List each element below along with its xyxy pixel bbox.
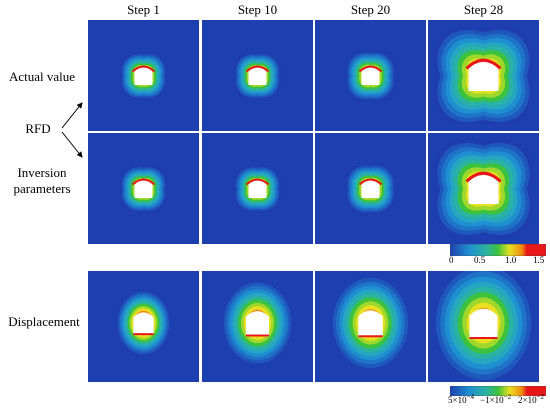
row-label-inversion-line2: parameters — [13, 181, 71, 196]
contour-panel-displacement-step-10 — [202, 271, 313, 382]
contour-plot-displacement-step-28 — [428, 271, 539, 382]
contour-plot-displacement-step-10 — [202, 271, 313, 382]
contour-panel-displacement-step-20 — [315, 271, 426, 382]
contour-plot-actual-step-10 — [202, 20, 313, 131]
colorbar-disp-tick-0-base: 5×10 — [448, 395, 467, 405]
contour-panel-displacement-step-1 — [88, 271, 199, 382]
contour-panel-actual-step-1 — [88, 20, 199, 131]
row-label-inversion-line1: Inversion — [17, 165, 67, 180]
contour-panel-inversion-step-28 — [428, 133, 539, 244]
colorbar-disp-tick-2-base: 2×10 — [518, 395, 537, 405]
row-label-displacement: Displacement — [8, 314, 80, 329]
row-label-inversion-parameters: Inversion parameters — [2, 165, 82, 197]
colorbar-rfd-tick-0: 0 — [449, 255, 454, 265]
contour-plot-actual-step-28 — [428, 20, 539, 131]
contour-plot-actual-step-1 — [88, 20, 199, 131]
colorbar-disp-tick-0-exp: −4 — [466, 393, 475, 401]
contour-plot-inversion-step-10 — [202, 133, 313, 244]
colorbar-disp-tick-2-exp: −2 — [536, 393, 545, 401]
contour-plot-displacement-step-20 — [315, 271, 426, 382]
contour-panel-actual-step-10 — [202, 20, 313, 131]
colorbar-rfd-tick-3: 1.5 — [533, 255, 545, 265]
contour-plot-displacement-step-1 — [88, 271, 199, 382]
contour-plot-inversion-step-20 — [315, 133, 426, 244]
colorbar-rfd-gradient — [449, 243, 547, 257]
colorbar-rfd: 0 0.5 1.0 1.5 — [449, 243, 547, 267]
column-label-step-20: Step 20 — [350, 2, 391, 17]
column-label-step-10: Step 10 — [237, 2, 278, 17]
column-label-step-28: Step 28 — [463, 2, 504, 17]
row-label-actual-value: Actual value — [8, 69, 76, 84]
colorbar-rfd-tick-2: 1.0 — [505, 255, 517, 265]
column-label-step-1: Step 1 — [127, 2, 160, 17]
colorbar-disp-tick-1: −1×10−2 — [480, 393, 511, 405]
colorbar-displacement: 5×10−4 −1×10−2 2×10−2 — [448, 383, 547, 407]
contour-panel-inversion-step-10 — [202, 133, 313, 244]
colorbar-disp-tick-0: 5×10−4 — [448, 393, 474, 405]
contour-plot-actual-step-20 — [315, 20, 426, 131]
contour-panel-inversion-step-20 — [315, 133, 426, 244]
colorbar-disp-tick-1-base: −1×10 — [480, 395, 504, 405]
contour-panel-actual-step-20 — [315, 20, 426, 131]
contour-plot-inversion-step-28 — [428, 133, 539, 244]
colorbar-rfd-tick-1: 0.5 — [474, 255, 486, 265]
colorbar-disp-tick-1-exp: −2 — [503, 393, 512, 401]
contour-panel-inversion-step-1 — [88, 133, 199, 244]
contour-panel-actual-step-28 — [428, 20, 539, 131]
contour-panel-displacement-step-28 — [428, 271, 539, 382]
contour-plot-inversion-step-1 — [88, 133, 199, 244]
colorbar-disp-tick-2: 2×10−2 — [518, 393, 544, 405]
row-label-rfd: RFD — [25, 121, 51, 136]
